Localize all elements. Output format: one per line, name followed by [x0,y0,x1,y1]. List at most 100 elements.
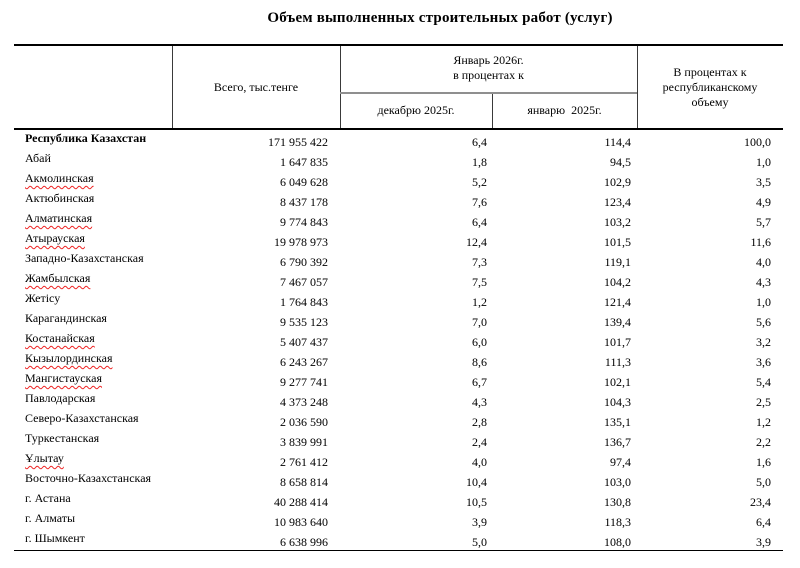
table-row: г. Алматы 10 983 640 3,9 118,3 6,4 [14,510,783,530]
region-name-cell: Карагандинская [14,310,172,330]
to-january-value-cell: 104,3 [604,395,631,409]
region-name-cell: Жамбылская [14,270,172,290]
republican-share-value-cell: 5,4 [756,375,771,389]
table-row: Карагандинская 9 535 123 7,0 139,4 5,6 [14,310,783,330]
header-to-january-2025: январю 2025г. [527,102,602,117]
region-name-text: Жамбылская [25,271,91,285]
republican-share-value-cell: 3,6 [756,355,771,369]
region-name-cell: Алматинская [14,210,172,230]
table-row: г. Шымкент 6 638 996 5,0 108,0 3,9 [14,530,783,550]
header-divider-2 [340,46,341,128]
total-value-cell: 1 764 843 [280,295,328,309]
total-value-cell: 9 774 843 [280,215,328,229]
to-december-value-cell: 6,7 [472,375,487,389]
region-name-cell: Республика Казахстан [14,130,172,150]
region-name-cell: Восточно-Казахстанская [14,470,172,490]
table-row: Кызылординская 6 243 267 8,6 111,3 3,6 [14,350,783,370]
to-december-value-cell: 3,9 [472,515,487,529]
to-december-value-cell: 5,0 [472,535,487,549]
republican-share-value-cell: 1,0 [756,155,771,169]
to-december-value-cell: 6,0 [472,335,487,349]
region-name-cell: Северо-Казахстанская [14,410,172,430]
total-value-cell: 6 790 392 [280,255,328,269]
to-january-value-cell: 135,1 [604,415,631,429]
to-december-value-cell: 7,6 [472,195,487,209]
total-value-cell: 8 658 814 [280,475,328,489]
to-january-value-cell: 139,4 [604,315,631,329]
region-name-cell: г. Астана [14,490,172,510]
table-row: Северо-Казахстанская 2 036 590 2,8 135,1 1,2 [14,410,783,430]
region-name-cell: г. Шымкент [14,530,172,550]
to-december-value-cell: 7,0 [472,315,487,329]
total-value-cell: 5 407 437 [280,335,328,349]
to-january-value-cell: 103,2 [604,215,631,229]
header-to-december-2025: декабрю 2025г. [377,102,455,117]
region-name-cell: Атырауская [14,230,172,250]
to-january-value-cell: 118,3 [604,515,631,529]
table-row: Жамбылская 7 467 057 7,5 104,2 4,3 [14,270,783,290]
to-december-value-cell: 12,4 [466,235,487,249]
header-divider-1 [172,46,173,128]
header-total: Всего, тыс.тенге [213,79,299,94]
to-december-value-cell: 10,4 [466,475,487,489]
region-name-cell: г. Алматы [14,510,172,530]
table-header: Всего, тыс.тенге Январь 2026г. в процент… [14,44,783,130]
republican-share-value-cell: 4,9 [756,195,771,209]
region-name-cell: Западно-Казахстанская [14,250,172,270]
table-row: Восточно-Казахстанская 8 658 814 10,4 103,0… [14,470,783,490]
region-name-text: Кызылординская [25,351,113,365]
header-subdivider-line [340,92,637,94]
to-december-value-cell: 1,2 [472,295,487,309]
page-title: Объем выполненных строительных работ (ус… [267,10,613,26]
to-december-value-cell: 4,3 [472,395,487,409]
republican-share-value-cell: 4,0 [756,255,771,269]
to-january-value-cell: 114,4 [604,135,631,149]
total-value-cell: 6 049 628 [280,175,328,189]
to-january-value-cell: 119,1 [604,255,631,269]
table-row: Мангистауская 9 277 741 6,7 102,1 5,4 [14,370,783,390]
table-row: Павлодарская 4 373 248 4,3 104,3 2,5 [14,390,783,410]
republican-share-value-cell: 5,7 [756,215,771,229]
total-value-cell: 8 437 178 [280,195,328,209]
republican-share-value-cell: 11,6 [750,235,771,249]
to-january-value-cell: 103,0 [604,475,631,489]
table-row: Абай 1 647 835 1,8 94,5 1,0 [14,150,783,170]
to-december-value-cell: 7,5 [472,275,487,289]
total-value-cell: 9 277 741 [280,375,328,389]
to-january-value-cell: 102,1 [604,375,631,389]
header-divider-3 [492,92,493,128]
table-row: Костанайская 5 407 437 6,0 101,7 3,2 [14,330,783,350]
to-january-value-cell: 130,8 [604,495,631,509]
total-value-cell: 2 761 412 [280,455,328,469]
to-december-value-cell: 4,0 [472,455,487,469]
to-january-value-cell: 94,5 [610,155,631,169]
construction-volume-table: Всего, тыс.тенге Январь 2026г. в процент… [14,44,783,551]
to-january-value-cell: 102,9 [604,175,631,189]
region-name-cell: Павлодарская [14,390,172,410]
republican-share-value-cell: 1,6 [756,455,771,469]
republican-share-value-cell: 5,6 [756,315,771,329]
region-name-cell: Актюбинская [14,190,172,210]
region-name-cell: Жетісу [14,290,172,310]
total-value-cell: 6 638 996 [280,535,328,549]
header-republican-share: В процентах к республиканскому объему [662,64,758,109]
region-name-cell: Мангистауская [14,370,172,390]
table-row: Туркестанская 3 839 991 2,4 136,7 2,2 [14,430,783,450]
to-december-value-cell: 2,8 [472,415,487,429]
republican-share-value-cell: 100,0 [744,135,771,149]
region-name-cell: Кызылординская [14,350,172,370]
region-name-text: Карагандинская [25,311,107,325]
republican-share-value-cell: 1,2 [756,415,771,429]
region-name-text: Туркестанская [25,431,100,445]
table-row: Ұлытау 2 761 412 4,0 97,4 1,6 [14,450,783,470]
republican-share-value-cell: 1,0 [756,295,771,309]
region-name-text: Республика Казахстан [25,131,147,145]
table-row: г. Астана 40 288 414 10,5 130,8 23,4 [14,490,783,510]
to-december-value-cell: 2,4 [472,435,487,449]
region-name-cell: Костанайская [14,330,172,350]
total-value-cell: 4 373 248 [280,395,328,409]
region-name-text: г. Шымкент [25,531,85,545]
region-name-text: г. Астана [25,491,71,505]
region-name-text: Жетісу [25,291,61,305]
